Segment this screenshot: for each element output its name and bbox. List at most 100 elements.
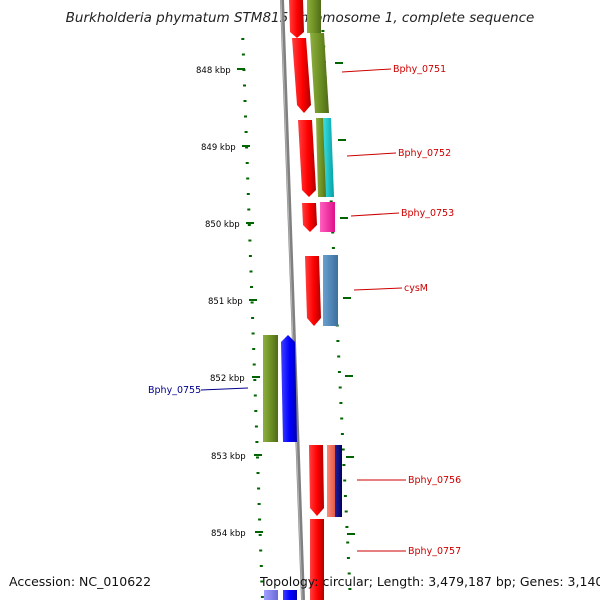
track-dash <box>254 425 258 428</box>
gene-bphy-0751-feature[interactable] <box>310 33 329 113</box>
track-dash <box>257 503 261 505</box>
track-dash <box>241 38 245 40</box>
track-dash <box>245 146 249 149</box>
cds-bphy-0750[interactable] <box>289 0 304 38</box>
track-dash <box>252 363 256 366</box>
axis-label-848: 848 kbp <box>196 66 231 76</box>
track-dash <box>331 231 335 234</box>
cds-bphy-0752[interactable] <box>298 120 316 197</box>
gene-label-bphy-0756[interactable]: Bphy_0756 <box>408 475 461 486</box>
track-dash <box>254 410 258 412</box>
track-dash <box>258 518 262 521</box>
axis-label-853: 853 kbp <box>211 452 246 462</box>
track-dash <box>347 572 351 575</box>
axis-tick-854 <box>255 531 263 533</box>
cds-bphy-0756[interactable] <box>309 445 324 516</box>
axis-label-852: 852 kbp <box>210 374 245 384</box>
track-dash <box>250 286 253 288</box>
track-dash <box>340 433 344 435</box>
track-dash <box>243 84 246 87</box>
track-dash <box>340 417 344 420</box>
gene-label-bphy-0751[interactable]: Bphy_0751 <box>393 64 446 75</box>
track-dash <box>252 348 256 350</box>
accession-text: Accession: NC_010622 <box>9 574 152 589</box>
track-dash <box>338 386 342 389</box>
right-tick <box>338 139 346 141</box>
track-dash <box>343 495 347 497</box>
axis-tick-848 <box>237 68 245 70</box>
track-dash <box>257 487 261 490</box>
track-dash <box>321 30 325 32</box>
cds-bphy-0755[interactable] <box>281 335 297 442</box>
track-dash <box>343 479 347 482</box>
track-dash <box>331 247 335 249</box>
axis-tick-851 <box>249 299 257 301</box>
track-dash <box>339 402 343 404</box>
track-dash <box>259 565 263 567</box>
cds-bphy-0753[interactable] <box>302 203 317 232</box>
track-dash <box>244 131 248 133</box>
gene-label-bphy-0757[interactable]: Bphy_0757 <box>408 546 461 557</box>
track-dash <box>248 239 252 242</box>
leader-bphy-0751 <box>341 68 392 73</box>
gene-cysm-feature[interactable] <box>323 255 338 326</box>
label-leaders <box>200 68 406 552</box>
track-dash <box>245 162 249 164</box>
cds-bphy-0751[interactable] <box>292 38 311 113</box>
track-dash <box>329 200 333 203</box>
gene-label-cysm[interactable]: cysM <box>404 283 428 294</box>
track-dash <box>258 534 262 536</box>
track-dash <box>249 270 253 273</box>
right-tick <box>343 297 351 299</box>
right-tick <box>340 217 348 219</box>
cds-bphy-0757[interactable] <box>310 519 324 600</box>
track-dash <box>250 301 254 304</box>
track-dash <box>342 464 346 466</box>
track-dash <box>253 379 257 381</box>
track-dash <box>341 448 345 451</box>
track-dash <box>247 208 251 211</box>
gene-bphy-0756-feature-2[interactable] <box>335 445 342 517</box>
genome-backbone <box>280 0 305 600</box>
track-dash <box>256 456 259 459</box>
track-dash <box>251 317 255 319</box>
right-tick <box>347 533 355 535</box>
gene-bphy-0756-feature[interactable] <box>327 445 335 517</box>
axis-tick-849 <box>242 145 250 147</box>
axis-tick-852 <box>252 376 260 378</box>
axis-label-851: 851 kbp <box>208 297 243 307</box>
gene-feature-track <box>307 0 342 517</box>
gene-bphy-0753-feature[interactable] <box>320 202 335 232</box>
track-dash <box>244 115 247 118</box>
gene-label-bphy-0753[interactable]: Bphy_0753 <box>401 208 454 219</box>
gene-bphy-0752-feature-2[interactable] <box>323 118 334 197</box>
track-dash <box>241 53 245 56</box>
topology-text: Topology: circular; Length: 3,479,187 bp… <box>260 574 600 589</box>
gene-labels: Bphy_0751 Bphy_0752 Bphy_0753 cysM Bphy_… <box>148 64 461 557</box>
gene-bottom-feature[interactable] <box>264 590 278 600</box>
track-dash <box>255 441 259 443</box>
axis-label-850: 850 kbp <box>205 220 240 230</box>
track-dash <box>260 596 264 598</box>
cds-forward-track <box>289 0 324 600</box>
track-dash <box>247 224 251 226</box>
axis-labels: 848 kbp 849 kbp 850 kbp 851 kbp 852 kbp … <box>196 66 263 539</box>
leader-bphy-0753 <box>350 212 400 217</box>
axis-label-849: 849 kbp <box>201 143 236 153</box>
track-dash <box>246 193 250 195</box>
track-dash <box>337 355 341 358</box>
track-dash <box>337 371 341 373</box>
gene-bphy-0750-feature[interactable] <box>307 0 321 33</box>
cds-cysm[interactable] <box>305 256 321 326</box>
axis-tick-853 <box>254 454 262 456</box>
track-dash <box>243 100 247 102</box>
genome-backbone-highlight <box>280 0 303 600</box>
cds-bottom-reverse[interactable] <box>283 590 297 600</box>
gene-label-bphy-0752[interactable]: Bphy_0752 <box>398 148 451 159</box>
track-dash <box>344 510 348 513</box>
track-dash <box>348 588 352 590</box>
gene-bphy-0755-feature[interactable] <box>263 335 278 442</box>
leader-cysm <box>353 287 403 291</box>
gene-label-bphy-0755[interactable]: Bphy_0755 <box>148 385 201 396</box>
